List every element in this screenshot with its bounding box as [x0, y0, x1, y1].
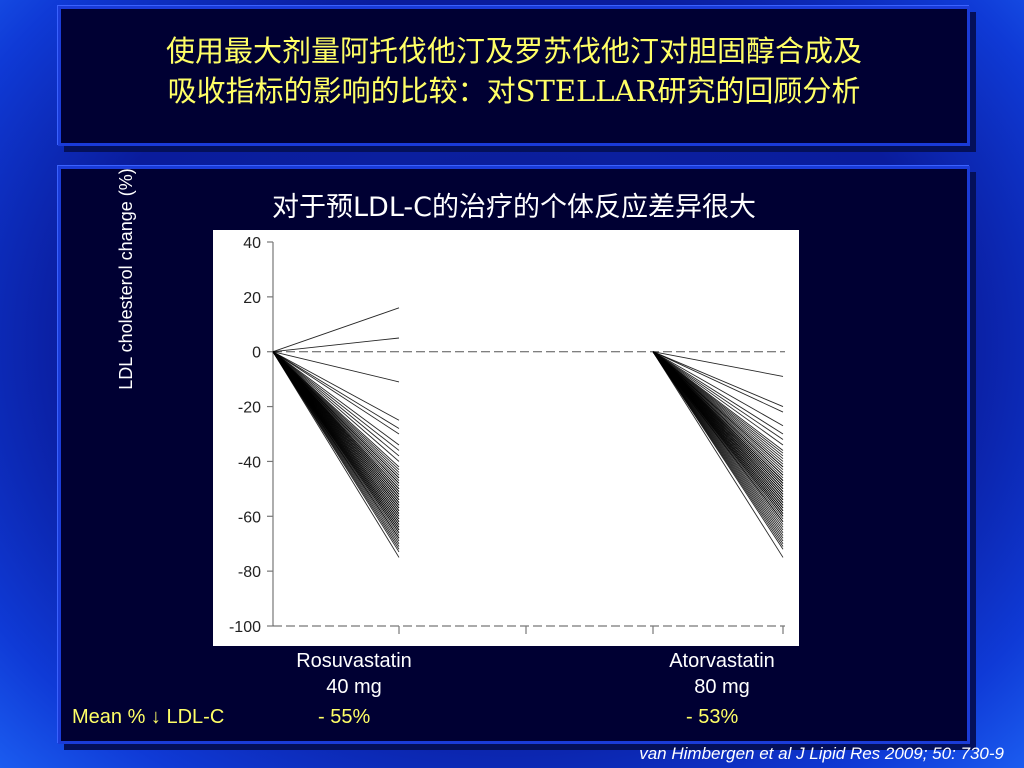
y-tick-label: 40	[243, 235, 261, 252]
mean-label: Mean % ↓ LDL-C	[72, 706, 225, 728]
patient-line-rosuvastatin	[272, 351, 400, 429]
patient-line-rosuvastatin	[272, 351, 400, 421]
drug2-label: Atorvastatin 80 mg	[642, 648, 802, 700]
drug1-dose: 40 mg	[326, 676, 382, 698]
y-tick-label: -40	[238, 454, 261, 471]
patient-line-atorvastatin	[652, 351, 784, 377]
drug1-name: Rosuvastatin	[296, 650, 412, 672]
y-tick-label: 20	[243, 290, 261, 307]
patient-line-rosuvastatin	[272, 351, 400, 435]
drug2-name: Atorvastatin	[669, 650, 775, 672]
plot-background	[213, 230, 799, 646]
ldl-change-chart: 40 20 0 -20 -40 -60 -80 -100	[229, 235, 785, 636]
patient-line-atorvastatin	[652, 351, 784, 550]
patient-line-atorvastatin	[652, 351, 784, 413]
y-tick-label: -100	[229, 619, 261, 636]
patient-line-atorvastatin	[652, 351, 784, 446]
patient-line-atorvastatin	[652, 351, 784, 407]
slide-title: 使用最大剂量阿托伐他汀及罗苏伐他汀对胆固醇合成及 吸收指标的影响的比较：对STE…	[61, 31, 967, 111]
y-axis-label: LDL cholesterol change (%)	[116, 168, 136, 390]
y-tick-label: -20	[238, 400, 261, 417]
mean-value-rosuvastatin: - 55%	[318, 706, 371, 728]
drug2-dose: 80 mg	[694, 676, 750, 698]
citation: van Himbergen et al J Lipid Res 2009; 50…	[639, 744, 1004, 763]
slide-title-line1: 使用最大剂量阿托伐他汀及罗苏伐他汀对胆固醇合成及	[165, 34, 862, 68]
patient-line-rosuvastatin	[272, 351, 400, 451]
patient-line-atorvastatin	[652, 351, 784, 427]
patient-line-atorvastatin	[652, 351, 784, 440]
slide-subtitle: 对于预LDL-C的治疗的个体反应差异很大	[272, 192, 756, 223]
patient-line-atorvastatin	[652, 351, 784, 435]
patient-line-rosuvastatin	[272, 351, 400, 558]
patient-line-rosuvastatin	[272, 351, 400, 457]
patient-line-rosuvastatin	[272, 351, 400, 446]
y-tick-label: -80	[238, 564, 261, 581]
mean-value-atorvastatin: - 53%	[686, 706, 739, 728]
y-tick-label: 0	[252, 345, 261, 362]
title-panel: 使用最大剂量阿托伐他汀及罗苏伐他汀对胆固醇合成及 吸收指标的影响的比较：对STE…	[58, 6, 970, 146]
patient-line-atorvastatin	[652, 351, 784, 558]
patient-line-rosuvastatin	[272, 351, 400, 462]
drug1-label: Rosuvastatin 40 mg	[274, 648, 434, 700]
patient-line-rosuvastatin	[272, 307, 400, 353]
slide-title-line2: 吸收指标的影响的比较：对STELLAR研究的回顾分析	[167, 74, 861, 108]
patient-line-rosuvastatin	[272, 337, 400, 353]
y-tick-label: -60	[238, 509, 261, 526]
patient-line-rosuvastatin	[272, 351, 400, 553]
patient-line-rosuvastatin	[272, 351, 400, 383]
